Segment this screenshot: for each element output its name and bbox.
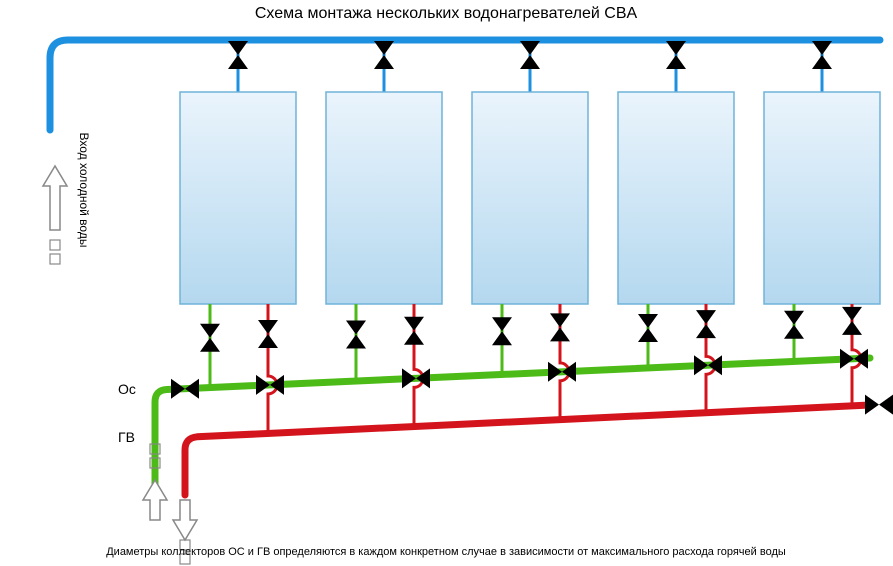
diagram-title: Схема монтажа нескольких водонагревателе… [255,5,638,22]
valve-icon [696,310,716,338]
flow-arrow-up [143,480,167,520]
heater-unit [618,92,734,304]
heater-unit [764,92,880,304]
flow-dash [50,254,60,264]
heater-unit [472,92,588,304]
valve-icon [638,314,658,342]
valve-icon [784,311,804,339]
valve-icon [404,317,424,345]
valve-icon [812,41,832,69]
valve-icon [666,41,686,69]
diagram-footer: Диаметры коллекторов ОС и ГВ определяютс… [106,546,786,558]
valve-icon [374,41,394,69]
heater-unit [180,92,296,304]
valve-icon [550,313,570,341]
gv-label: ГВ [118,429,135,445]
flow-arrow-up [43,166,67,230]
valve-icon [228,41,248,69]
valve-icon [694,355,722,375]
valve-icon [256,375,284,395]
valve-icon [200,324,220,352]
valve-icon [346,321,366,349]
cold-inlet-label: Вход холодной воды [77,133,91,248]
valve-icon [171,379,199,399]
valve-icon [520,41,540,69]
flow-dash [50,240,60,250]
cold-main-pipe [50,40,880,130]
flow-arrow-down [173,500,197,540]
os-label: Ос [118,381,136,397]
gv-collector-pipe [185,405,870,495]
valve-icon [492,317,512,345]
valve-icon [842,307,862,335]
valve-icon [840,349,868,369]
valve-icon [548,362,576,382]
valve-icon [258,320,278,348]
valve-icon [402,368,430,388]
os-collector-pipe [155,358,870,495]
valve-icon [865,395,893,415]
heater-unit [326,92,442,304]
